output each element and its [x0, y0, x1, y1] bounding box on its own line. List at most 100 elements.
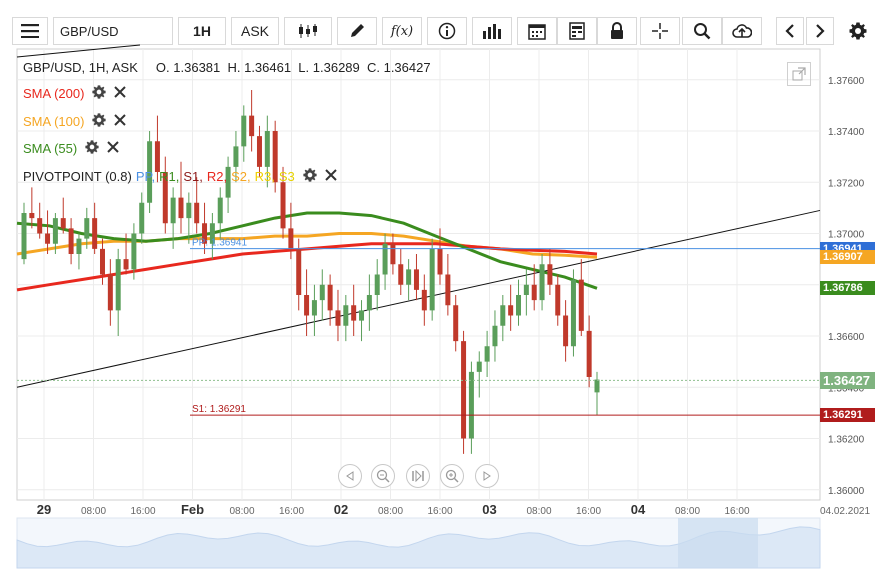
- close-icon[interactable]: [114, 114, 127, 129]
- template-button[interactable]: [557, 17, 597, 45]
- cloud-upload-icon: [732, 24, 752, 38]
- pivot-pp-label: PP,: [135, 169, 156, 184]
- zoom-in-button[interactable]: [440, 464, 464, 488]
- candle-body: [523, 284, 529, 295]
- close-icon[interactable]: [325, 169, 337, 184]
- indicators-button[interactable]: [472, 17, 512, 45]
- candles-layer: [21, 90, 600, 454]
- candle-body: [476, 361, 482, 372]
- candle-body: [578, 279, 584, 331]
- candle-body: [249, 115, 255, 137]
- candle-body: [99, 248, 105, 275]
- crosshair-button[interactable]: [640, 17, 680, 45]
- settings-button[interactable]: [844, 17, 872, 45]
- candle-body: [217, 197, 223, 224]
- pan-right-button[interactable]: [475, 464, 499, 488]
- y-tick-label: 1.37200: [828, 178, 865, 189]
- candle-body: [272, 131, 278, 183]
- candles-icon: [299, 24, 317, 38]
- pivot-r2-label: R2,: [206, 169, 228, 184]
- x-tick-label: 08:00: [675, 506, 700, 517]
- price-tag: 1.36291: [820, 408, 875, 423]
- gear-icon: [849, 22, 867, 40]
- x-tick-label: 04.02.2021: [820, 506, 870, 517]
- x-tick-label: 16:00: [130, 506, 155, 517]
- candle-body: [21, 213, 27, 260]
- candle-body: [264, 131, 270, 167]
- price-type-selector[interactable]: ASK: [231, 17, 279, 45]
- candle-body: [37, 218, 43, 234]
- candle-body: [52, 218, 58, 244]
- candle-body: [225, 166, 231, 198]
- candle-body: [453, 305, 459, 342]
- candle-body: [304, 295, 310, 316]
- gear-icon[interactable]: [85, 140, 99, 157]
- calendar-button[interactable]: [517, 17, 557, 45]
- gear-icon[interactable]: [92, 85, 107, 102]
- candle-body: [123, 259, 129, 270]
- x-tick-label: 03: [482, 502, 496, 517]
- save-cloud-button[interactable]: [722, 17, 762, 45]
- candle-body: [131, 233, 137, 270]
- pivot-prefix-label: PIVOTPOINT (0.8): [23, 169, 132, 184]
- menu-button[interactable]: [12, 17, 48, 45]
- candle-body: [60, 218, 66, 229]
- zoom-button[interactable]: [682, 17, 722, 45]
- zoom-out-button[interactable]: [371, 464, 395, 488]
- candle-body: [359, 310, 365, 321]
- candle-body: [311, 300, 317, 316]
- gear-icon[interactable]: [92, 113, 107, 130]
- candle-body: [539, 264, 545, 301]
- close-icon[interactable]: [114, 86, 127, 101]
- reset-view-button[interactable]: [406, 464, 430, 488]
- candle-body: [382, 243, 388, 275]
- scroll-right-button[interactable]: [806, 17, 834, 45]
- candle-body: [139, 202, 145, 234]
- pivot-s1-label-chart: S1: 1.36291: [192, 404, 246, 415]
- info-button[interactable]: [427, 17, 467, 45]
- pivot-levels-layer: PP: 1.36941 S1: 1.36291: [17, 238, 820, 416]
- function-button[interactable]: f(x): [382, 17, 422, 45]
- x-tick-label: 16:00: [724, 506, 749, 517]
- triangle-left-icon: [346, 471, 354, 481]
- crosshair-icon: [652, 23, 668, 39]
- candle-body: [516, 295, 522, 316]
- pivot-pp-label-chart: PP: 1.36941: [192, 238, 247, 249]
- y-tick-label: 1.37400: [828, 127, 865, 138]
- draw-tool-button[interactable]: [337, 17, 377, 45]
- close-icon[interactable]: [107, 141, 119, 156]
- timeframe-selector[interactable]: 1H: [178, 17, 226, 45]
- legend-pivotpoint: PIVOTPOINT (0.8) PP, R1, S1, R2, S2, R3,…: [23, 168, 337, 185]
- price-tag: 1.36907: [820, 250, 875, 265]
- gear-icon[interactable]: [303, 168, 317, 185]
- x-tick-label: 16:00: [576, 506, 601, 517]
- price-type-label: ASK: [240, 23, 269, 39]
- navigator-window[interactable]: [678, 518, 758, 568]
- sma-55-line: [16, 211, 598, 290]
- chart-type-button[interactable]: [284, 17, 332, 45]
- candle-body: [256, 136, 262, 167]
- candle-body: [492, 325, 498, 347]
- candle-body: [76, 238, 82, 254]
- candle-body: [366, 295, 372, 311]
- triangle-right-icon: [483, 471, 491, 481]
- candle-body: [107, 274, 113, 311]
- expand-button[interactable]: [787, 62, 811, 86]
- lock-button[interactable]: [597, 17, 637, 45]
- candle-body: [413, 269, 419, 290]
- candle-body: [162, 172, 168, 224]
- candle-body: [555, 284, 561, 316]
- scroll-left-button[interactable]: [776, 17, 804, 45]
- reset-icon: [412, 470, 424, 482]
- candle-body: [351, 305, 357, 321]
- x-tick-label: 08:00: [229, 506, 254, 517]
- symbol-selector[interactable]: GBP/USD: [53, 17, 173, 45]
- legend-sma-200: SMA (200): [23, 85, 127, 102]
- pan-left-button[interactable]: [338, 464, 362, 488]
- candle-body: [319, 284, 325, 301]
- candle-body: [390, 243, 396, 265]
- candle-body: [343, 305, 349, 326]
- candle-body: [84, 218, 90, 239]
- pivot-s3-label: S3: [278, 169, 295, 184]
